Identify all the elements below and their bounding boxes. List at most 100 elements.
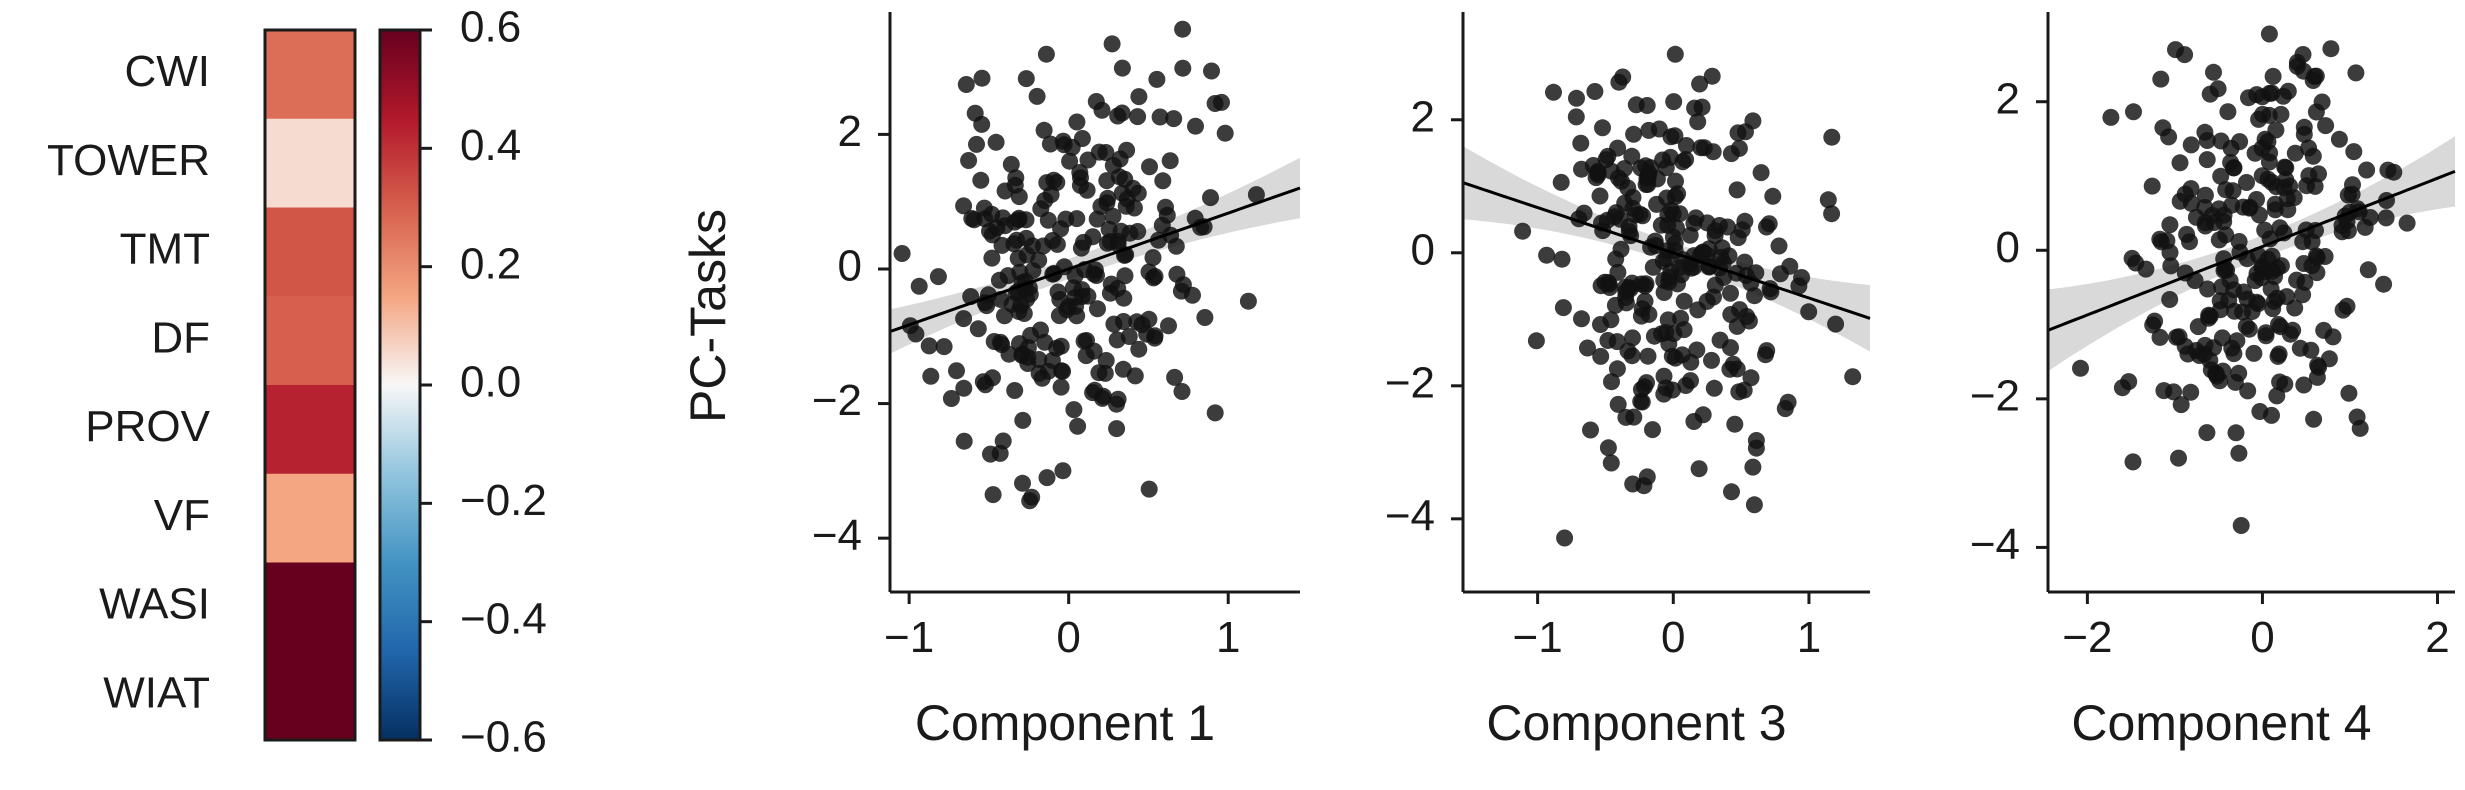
scatter-point — [2125, 103, 2142, 121]
scatter-point — [1075, 233, 1092, 251]
scatter-point — [1655, 367, 1673, 385]
scatter-point — [1102, 275, 1120, 293]
heatmap-cell — [265, 118, 355, 208]
scatter-point — [1556, 529, 1574, 547]
scatter-point — [1113, 59, 1131, 77]
scatter-point — [1068, 210, 1086, 228]
scatter-point — [1028, 87, 1046, 105]
scatter-point — [2333, 223, 2351, 241]
scatter-point — [1129, 108, 1147, 126]
scatter-point — [1611, 210, 1629, 228]
scatter-point — [1160, 317, 1177, 335]
scatter-point — [2230, 364, 2248, 382]
scatter-point — [2143, 177, 2161, 195]
scatter-point — [1623, 147, 1641, 165]
scatter-point — [2307, 103, 2325, 121]
y-tick-label: 2 — [1411, 92, 1435, 141]
scatter-point — [1108, 420, 1126, 438]
scatter-point — [1827, 315, 1845, 333]
scatter-point — [907, 325, 925, 343]
scatter-point — [1109, 390, 1127, 408]
scatter-point — [2271, 219, 2289, 237]
x-tick-label: 0 — [2250, 613, 2274, 662]
scatter-points — [1514, 45, 1862, 547]
scatter-point — [2220, 291, 2238, 309]
scatter-point — [2181, 233, 2198, 251]
scatter-point — [984, 486, 1002, 504]
scatter-point — [2266, 195, 2284, 213]
scatter-point — [2304, 147, 2322, 165]
scatter-point — [1703, 67, 1721, 85]
scatter-point — [2230, 444, 2248, 462]
scatter-point — [1128, 313, 1146, 331]
scatter-point — [1527, 332, 1545, 350]
scatter-point — [2154, 119, 2172, 137]
y-tick-label: −2 — [812, 376, 862, 425]
scatter-point — [1010, 209, 1028, 227]
scatter-point — [1038, 469, 1056, 487]
scatter-point — [1538, 246, 1556, 264]
scatter-point — [1632, 307, 1650, 325]
scatter-point — [1726, 415, 1744, 433]
scatter-point — [1039, 211, 1057, 229]
scatter-point — [2186, 272, 2204, 290]
scatter-point — [990, 271, 1008, 289]
scatter-point — [1819, 191, 1837, 209]
scatter-point — [2250, 110, 2268, 128]
scatter-point — [1203, 62, 1220, 80]
scatter-point — [1735, 381, 1753, 399]
scatter-point — [1161, 152, 1179, 170]
scatter-point — [1006, 176, 1024, 194]
scatter-point — [1681, 226, 1699, 244]
scatter-point — [1706, 222, 1724, 240]
scatter-point — [1052, 378, 1070, 396]
scatter-point — [1602, 311, 1620, 329]
scatter-point — [2286, 299, 2304, 317]
scatter-point — [1627, 96, 1645, 114]
scatter-point — [1693, 98, 1711, 116]
scatter-point — [1602, 454, 1620, 472]
scatter-point — [948, 362, 965, 380]
scatter-point — [1624, 188, 1642, 206]
scatter-point — [1552, 173, 1570, 191]
scatter-point — [1035, 121, 1053, 139]
scatter-point — [2225, 345, 2243, 363]
scatter-point — [1800, 303, 1818, 321]
scatter-point — [1664, 381, 1682, 399]
scatter-point — [1674, 153, 1692, 171]
scatter-point — [2219, 103, 2237, 121]
scatter-point — [2295, 376, 2313, 394]
scatter-point — [1009, 249, 1027, 267]
scatter-point — [920, 337, 938, 355]
scatter-point — [1779, 393, 1797, 411]
y-tick-label: −4 — [1385, 491, 1435, 540]
scatter-point — [1072, 169, 1089, 187]
colorbar-tick-label: −0.6 — [460, 713, 547, 762]
scatter-point — [1021, 492, 1039, 510]
scatter-point — [1206, 404, 1224, 422]
scatter-point — [2221, 272, 2239, 290]
x-tick-label: −1 — [884, 613, 934, 662]
scatter-point — [957, 76, 975, 93]
scatter-point — [955, 197, 973, 215]
scatter-point — [2340, 384, 2358, 402]
scatter-point — [2208, 367, 2226, 385]
heatmap-row-label: CWI — [124, 47, 210, 96]
scatter-point — [2137, 260, 2155, 278]
scatter-point — [1747, 432, 1765, 449]
scatter-point — [1213, 93, 1230, 111]
scatter-point — [2235, 283, 2253, 301]
scatter-point — [1168, 265, 1186, 283]
scatter-point — [1654, 252, 1672, 270]
scatter-point — [1068, 113, 1086, 131]
colorbar-ticks: 0.6 0.4 0.2 0.0 −0.2 −0.4 −0.6 — [420, 3, 547, 762]
scatter-point — [1614, 68, 1632, 86]
scatter-point — [1141, 158, 1158, 176]
scatter-point — [1049, 283, 1067, 301]
regression-line — [1462, 181, 1871, 320]
scatter-panel-component-3: −1 0 1 2 0 −2 −4 Component 3 — [1385, 12, 1871, 751]
scatter-point — [955, 310, 973, 328]
scatter-point — [1120, 328, 1138, 345]
scatter-point — [1790, 277, 1808, 295]
scatter-point — [1639, 175, 1657, 193]
